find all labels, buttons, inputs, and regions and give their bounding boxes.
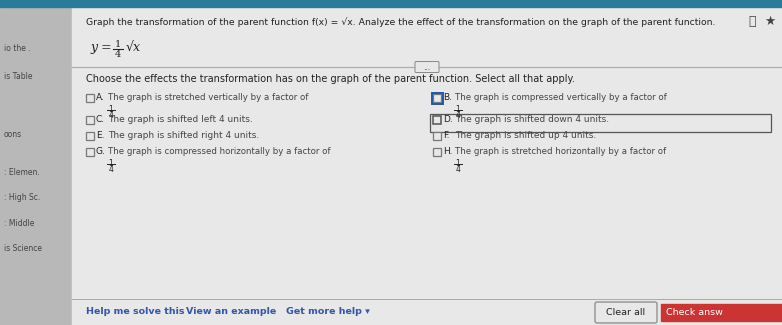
Text: 4: 4 [115,50,121,59]
Text: The graph is stretched vertically by a factor of: The graph is stretched vertically by a f… [108,94,308,102]
Text: The graph is stretched horizontally by a factor of: The graph is stretched horizontally by a… [455,148,666,157]
Bar [433,148,441,156]
Text: ⌕: ⌕ [748,15,755,28]
FancyBboxPatch shape [595,302,657,323]
Text: io the .: io the . [4,44,30,53]
Text: 1: 1 [109,105,113,114]
Bar [86,94,94,102]
Text: View an example: View an example [186,307,276,317]
Text: 4: 4 [109,111,113,120]
Bar [433,94,441,102]
Text: 1: 1 [456,159,461,168]
Text: : Elemen.: : Elemen. [4,168,40,177]
Text: E.: E. [96,132,105,140]
Text: Check answ: Check answ [666,308,723,317]
Text: 4: 4 [109,165,113,174]
Text: oons: oons [4,130,22,139]
Text: B.: B. [443,94,452,102]
Text: The graph is shifted up 4 units.: The graph is shifted up 4 units. [455,132,596,140]
Text: F.: F. [443,132,450,140]
Text: is Table: is Table [4,72,33,82]
Text: ...: ... [423,63,431,72]
Text: 4: 4 [456,165,461,174]
Text: 1: 1 [115,40,121,49]
Text: The graph is shifted left 4 units.: The graph is shifted left 4 units. [108,115,253,124]
Text: ★: ★ [764,15,775,28]
Bar [661,304,782,321]
Text: Get more help ▾: Get more help ▾ [286,307,370,317]
Bar [0,0,782,7]
Text: C.: C. [96,115,105,124]
Text: D.: D. [443,115,453,124]
Bar [86,132,94,140]
Text: The graph is shifted down 4 units.: The graph is shifted down 4 units. [455,115,609,124]
Text: H.: H. [443,148,453,157]
Text: y =: y = [90,41,112,54]
Text: The graph is shifted right 4 units.: The graph is shifted right 4 units. [108,132,260,140]
Text: : High Sc.: : High Sc. [4,193,40,202]
Bar [433,132,441,140]
Text: 1: 1 [109,159,113,168]
Text: : Middle: : Middle [4,219,34,228]
Text: 4: 4 [456,111,461,120]
Text: Help me solve this: Help me solve this [86,307,185,317]
Text: The graph is compressed horizontally by a factor of: The graph is compressed horizontally by … [108,148,331,157]
Text: Graph the transformation of the parent function f(x) = √x. Analyze the effect of: Graph the transformation of the parent f… [86,17,716,27]
Text: G.: G. [96,148,106,157]
Text: 1: 1 [456,105,461,114]
Bar [0,7,72,325]
Text: is Science: is Science [4,244,42,253]
FancyBboxPatch shape [415,61,439,72]
Bar [433,116,441,124]
Text: √x: √x [126,41,141,54]
Bar [86,148,94,156]
Bar [430,114,771,132]
Text: Clear all: Clear all [606,308,646,317]
Text: The graph is compressed vertically by a factor of: The graph is compressed vertically by a … [455,94,667,102]
Text: Choose the effects the transformation has on the graph of the parent function. S: Choose the effects the transformation ha… [86,74,575,84]
Text: A.: A. [96,94,105,102]
Bar [432,93,443,103]
Bar [86,116,94,124]
